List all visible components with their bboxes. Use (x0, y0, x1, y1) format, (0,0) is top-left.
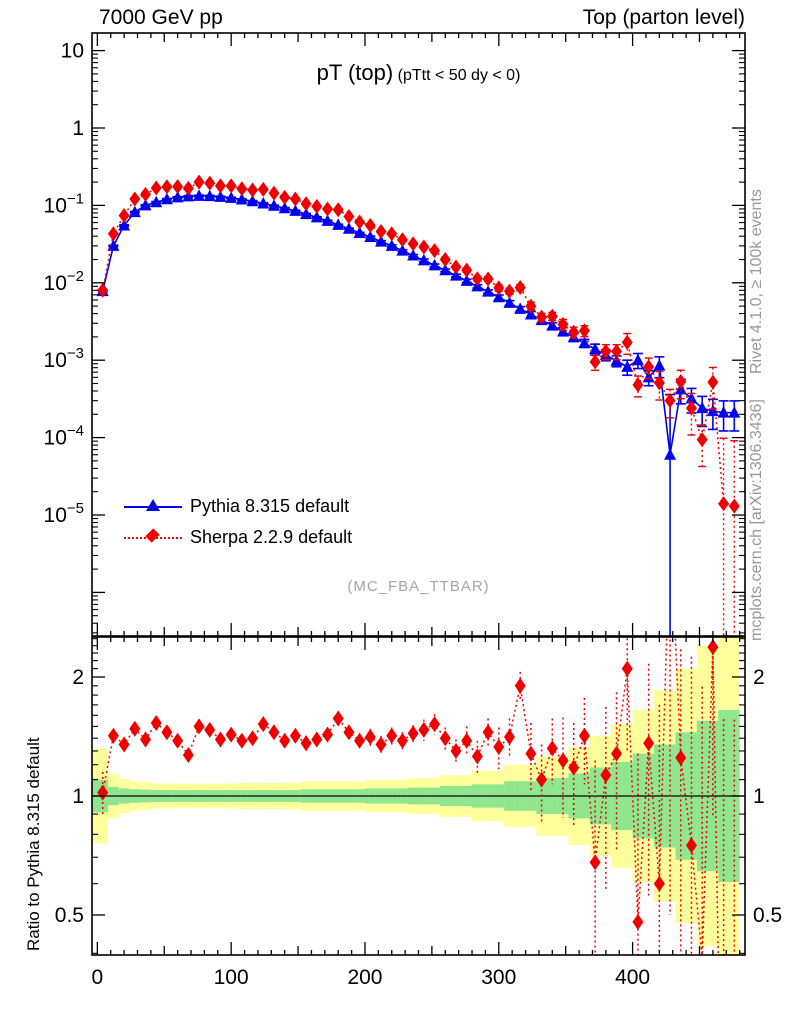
svg-text:10−5: 10−5 (44, 500, 84, 527)
plot-title-main: pT (top) (316, 60, 394, 85)
legend-item-pythia: Pythia 8.315 default (124, 496, 524, 518)
ratio-y-axis-label: Ratio to Pythia 8.315 default (24, 737, 43, 951)
svg-text:100: 100 (214, 966, 249, 989)
svg-text:10−4: 10−4 (44, 423, 84, 450)
svg-text:0: 0 (92, 966, 104, 989)
svg-text:2: 2 (72, 666, 84, 689)
axes-layer (91, 32, 746, 956)
beam-label: 7000 GeV pp (99, 6, 223, 29)
mcplots-reference-note: mcplots.cern.ch [arXiv:1306.3436] (748, 399, 765, 641)
rivet-version-note: Rivet 4.1.0, ≥ 100k events (748, 189, 765, 374)
svg-text:2: 2 (753, 666, 765, 689)
legend-item-sherpa: Sherpa 2.2.9 default (124, 527, 524, 549)
ratio-series-sherpa (97, 637, 736, 955)
svg-text:200: 200 (347, 966, 382, 989)
svg-text:0.5: 0.5 (55, 904, 84, 927)
sherpa-line (101, 181, 735, 507)
svg-text:1: 1 (72, 117, 84, 140)
triangle-marker-icon (146, 499, 160, 511)
svg-text:0.5: 0.5 (753, 904, 782, 927)
main-series-layer (96, 174, 741, 636)
svg-text:10−3: 10−3 (44, 345, 84, 372)
legend-label-pythia: Pythia 8.315 default (190, 496, 350, 516)
svg-text:10−2: 10−2 (44, 268, 84, 295)
svg-text:1: 1 (72, 785, 84, 808)
plot-title-cut: (pTtt < 50 dy < 0) (397, 67, 521, 84)
pythia-line (101, 195, 735, 455)
svg-text:10−1: 10−1 (44, 190, 84, 217)
svg-text:400: 400 (615, 966, 650, 989)
svg-text:10: 10 (61, 40, 84, 63)
ratio-uncertainty-bands (92, 637, 745, 955)
analysis-watermark: (MC_FBA_TTBAR) (347, 578, 490, 595)
plot-title: pT (top) (pTtt < 50 dy < 0) (92, 60, 745, 86)
process-label: Top (parton level) (582, 6, 745, 29)
svg-text:1: 1 (753, 785, 765, 808)
tick-labels: 10 1 10−1 10−2 10−3 10−4 10−5 2 2 1 1 0.5 0.5 0 100 200… (44, 40, 783, 989)
svg-text:300: 300 (481, 966, 516, 989)
legend-label-sherpa: Sherpa 2.2.9 default (190, 527, 353, 547)
diamond-marker-icon (145, 528, 160, 543)
